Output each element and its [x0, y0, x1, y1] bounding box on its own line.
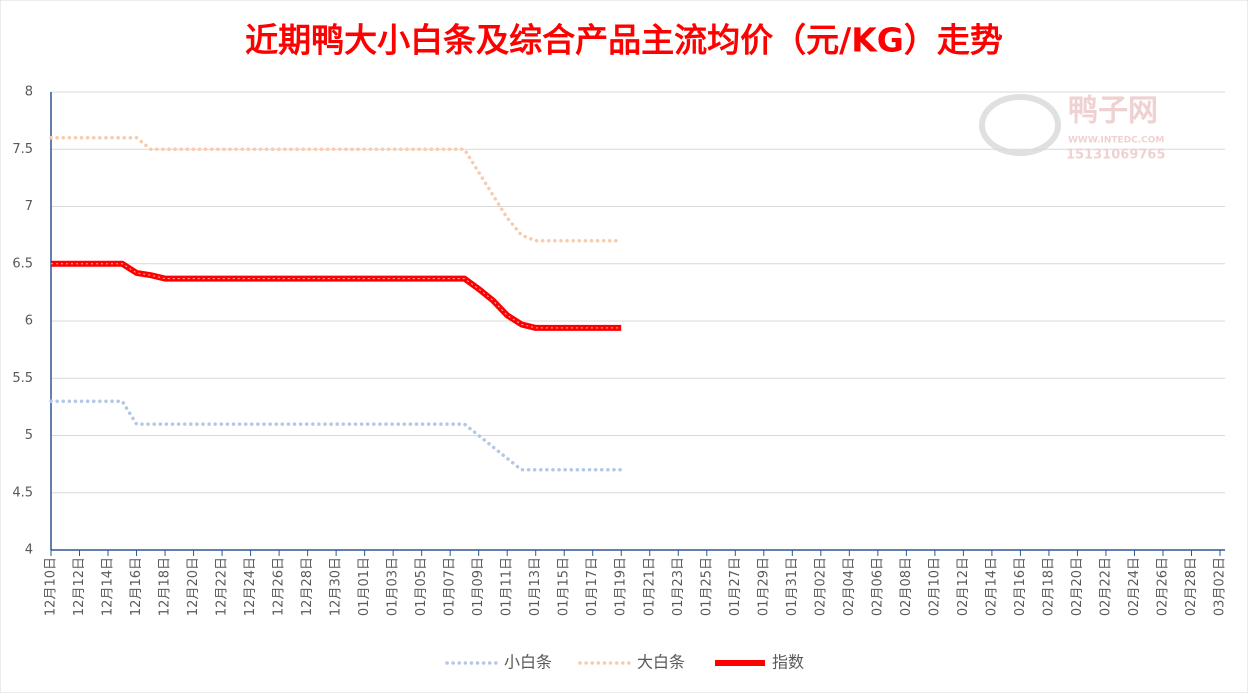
x-tick-label: 01月27日	[728, 557, 743, 616]
x-tick-label: 01月17日	[585, 557, 600, 616]
y-tick-label: 7	[25, 199, 33, 214]
x-tick-label: 01月11日	[500, 557, 515, 616]
series-line	[49, 399, 623, 472]
series-line-highlight	[51, 263, 622, 329]
x-tick-label: 12月18日	[158, 557, 173, 616]
x-tick-label: 02月24日	[1127, 557, 1142, 616]
x-tick-label: 01月03日	[386, 557, 401, 616]
x-tick-label: 01月07日	[443, 557, 458, 616]
watermark-logo	[979, 94, 1061, 156]
watermark-site: WWW.INTEDC.COM	[1068, 136, 1164, 146]
x-tick-label: 12月12日	[72, 557, 87, 616]
x-tick-label: 12月16日	[129, 557, 144, 616]
x-tick-label: 02月18日	[1041, 557, 1056, 616]
y-tick-label: 5.5	[12, 371, 33, 386]
series-line	[49, 136, 623, 243]
x-tick-label: 12月24日	[243, 557, 258, 616]
x-tick-label: 12月10日	[44, 557, 59, 616]
y-tick-label: 4.5	[12, 485, 33, 500]
x-tick-label: 01月25日	[699, 557, 714, 616]
chart-title: 近期鸭大小白条及综合产品主流均价（元/KG）走势	[245, 21, 1003, 60]
x-tick-label: 12月28日	[300, 557, 315, 616]
legend-label: 小白条	[504, 653, 552, 672]
x-tick-label: 01月23日	[671, 557, 686, 616]
y-tick-label: 7.5	[12, 142, 33, 157]
x-tick-label: 01月31日	[785, 557, 800, 616]
x-tick-label: 01月09日	[471, 557, 486, 616]
x-tick-label: 02月14日	[984, 557, 999, 616]
legend-label: 大白条	[637, 653, 685, 672]
x-tick-label: 03月02日	[1213, 557, 1228, 616]
x-tick-label: 02月26日	[1155, 557, 1170, 616]
y-tick-label: 5	[25, 428, 33, 443]
x-tick-label: 02月22日	[1098, 557, 1113, 616]
watermark: 鸭子网 WWW.INTEDC.COM 15131069765	[979, 94, 1166, 163]
x-tick-label: 01月21日	[642, 557, 657, 616]
x-tick-label: 02月06日	[870, 557, 885, 616]
x-tick-label: 01月15日	[557, 557, 572, 616]
x-tick-label: 02月20日	[1070, 557, 1085, 616]
y-tick-label: 6.5	[12, 256, 33, 271]
legend-label: 指数	[772, 653, 804, 672]
watermark-phone: 15131069765	[1066, 148, 1166, 163]
x-tick-label: 02月04日	[842, 557, 857, 616]
x-tick-label: 12月20日	[186, 557, 201, 616]
x-tick-label: 01月19日	[614, 557, 629, 616]
x-tick-label: 01月29日	[756, 557, 771, 616]
y-tick-label: 8	[25, 85, 33, 100]
x-tick-label: 01月01日	[357, 557, 372, 616]
x-tick-label: 02月10日	[927, 557, 942, 616]
x-tick-label: 12月26日	[272, 557, 287, 616]
x-tick-label: 12月14日	[101, 557, 116, 616]
x-tick-label: 02月08日	[899, 557, 914, 616]
y-tick-label: 6	[25, 314, 33, 329]
x-tick-label: 02月16日	[1013, 557, 1028, 616]
x-tick-label: 01月05日	[414, 557, 429, 616]
watermark-brand: 鸭子网	[1068, 94, 1158, 129]
x-tick-label: 02月02日	[813, 557, 828, 616]
x-tick-label: 12月30日	[329, 557, 344, 616]
x-tick-label: 02月28日	[1184, 557, 1199, 616]
y-tick-label: 4	[25, 543, 33, 558]
x-tick-label: 01月13日	[528, 557, 543, 616]
x-tick-label: 02月12日	[956, 557, 971, 616]
x-tick-label: 12月22日	[215, 557, 230, 616]
